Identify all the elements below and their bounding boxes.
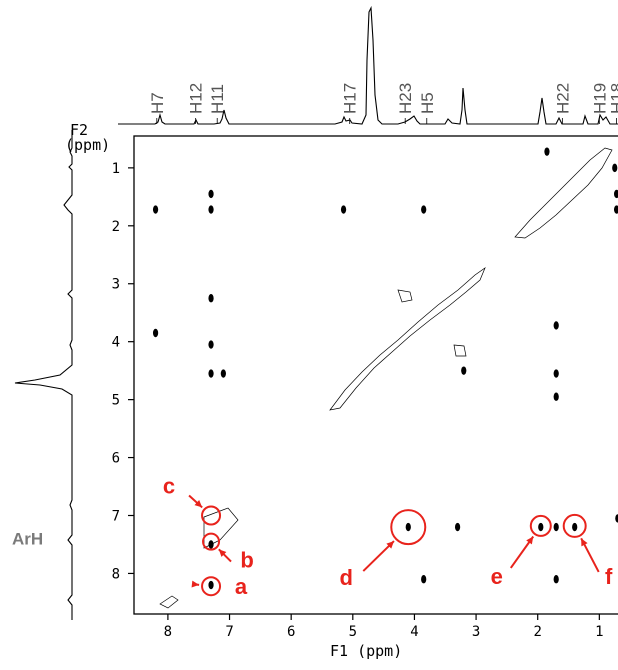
y-tick-label-7: 8 xyxy=(112,566,120,582)
cross-peak-16 xyxy=(538,522,544,532)
left-1d-spectrum: F2 (ppm) xyxy=(14,121,110,620)
annotation-label-b: b xyxy=(240,548,253,573)
x-axis-ticks: 8 7 6 5 4 3 2 1 xyxy=(164,614,604,640)
cross-peak-2 xyxy=(208,205,214,214)
proton-label-7: H19 xyxy=(590,83,609,114)
annotation-arrowhead-d xyxy=(386,541,394,549)
cross-peaks xyxy=(152,147,618,590)
cross-peak-24 xyxy=(461,366,467,375)
proton-label-6: H22 xyxy=(553,83,572,114)
cross-peak-17 xyxy=(553,522,559,532)
proton-label-3: H17 xyxy=(341,83,360,114)
annotation-circle-f xyxy=(562,513,587,538)
f1-axis-title: F1 (ppm) xyxy=(330,642,402,660)
cross-peak-23 xyxy=(614,189,618,199)
proton-label-0: H7 xyxy=(148,92,167,114)
y-tick-label-2: 3 xyxy=(112,277,120,293)
cross-peak-3 xyxy=(208,189,214,199)
x-tick-label-2: 6 xyxy=(287,624,295,640)
cross-peak-22 xyxy=(612,163,618,173)
proton-label-2: H11 xyxy=(208,84,227,114)
cross-peak-8 xyxy=(340,205,347,214)
diagonal-contour-2 xyxy=(329,267,486,411)
cross-peak-27 xyxy=(615,514,618,523)
cross-peak-14 xyxy=(553,369,559,378)
annotation-label-a: a xyxy=(235,574,248,599)
f2-axis-unit: (ppm) xyxy=(65,136,110,154)
proton-label-5: H5 xyxy=(418,92,437,114)
cross-peak-18 xyxy=(572,522,578,532)
top-spectrum-trace xyxy=(118,5,618,125)
proton-label-1: H12 xyxy=(187,83,206,114)
plot-frame xyxy=(133,135,618,615)
annotation-circle-b xyxy=(202,532,221,551)
x-tick-label-5: 3 xyxy=(472,624,480,640)
annotation-arrowhead-e xyxy=(526,536,534,545)
annotation-arrowhead-b xyxy=(218,549,227,557)
annotation-arrowhead-a xyxy=(191,580,200,588)
proton-label-8: H18 xyxy=(608,83,618,114)
arh-label: ArH xyxy=(12,530,43,549)
annotation-circle-a xyxy=(201,576,222,597)
y-tick-label-5: 6 xyxy=(112,451,120,467)
x-tick-label-0: 8 xyxy=(164,624,172,640)
left-spectrum-trace xyxy=(14,130,73,620)
cross-peak-26 xyxy=(208,580,214,590)
diagonal-contour-3 xyxy=(159,595,179,609)
y-tick-label-0: 1 xyxy=(112,161,120,177)
cross-peak-7 xyxy=(220,369,226,378)
y-tick-label-4: 5 xyxy=(112,393,120,409)
cross-peak-13 xyxy=(553,321,559,330)
y-tick-label-6: 7 xyxy=(112,509,120,525)
annotation-circle-c xyxy=(201,505,222,526)
cross-peak-12 xyxy=(454,522,461,532)
x-tick-label-4: 4 xyxy=(410,624,418,640)
annotation-label-c: c xyxy=(163,474,175,499)
x-tick-label-3: 5 xyxy=(349,624,357,640)
y-tick-label-1: 2 xyxy=(112,219,120,235)
annotation-arrowhead-c xyxy=(194,500,203,508)
y-tick-label-3: 4 xyxy=(112,335,120,351)
annotation-arrowhead-f xyxy=(581,538,588,547)
cross-peak-1 xyxy=(152,328,159,338)
diagonal-contour-1 xyxy=(514,147,613,239)
diagonal-contour-5 xyxy=(453,344,467,357)
annotation-circle-d xyxy=(390,509,427,546)
cross-peak-19 xyxy=(553,575,559,584)
f2-axis-title: F2 xyxy=(70,121,88,139)
cross-peak-21 xyxy=(614,205,618,214)
y-axis-ticks: 1 2 3 4 5 6 7 8 xyxy=(112,161,134,582)
annotation-label-e: e xyxy=(491,564,503,589)
cross-peak-6 xyxy=(208,369,214,378)
annotations: ab c d e f xyxy=(163,474,613,600)
x-tick-label-7: 1 xyxy=(595,624,603,640)
cross-peak-9 xyxy=(421,205,427,214)
x-tick-label-1: 7 xyxy=(225,624,233,640)
cross-peak-10 xyxy=(421,575,427,584)
cross-peak-25 xyxy=(208,540,214,549)
diagonal-contours xyxy=(159,147,613,609)
cross-peak-0 xyxy=(152,205,159,214)
cross-peak-20 xyxy=(544,147,550,156)
annotation-circle-e xyxy=(529,514,552,537)
cross-peak-11 xyxy=(405,522,411,532)
annotation-label-d: d xyxy=(340,565,353,590)
top-1d-spectrum xyxy=(118,5,618,125)
diagonal-contour-4 xyxy=(397,289,413,303)
cross-peak-5 xyxy=(208,340,214,349)
x-tick-label-6: 2 xyxy=(533,624,541,640)
cross-peak-4 xyxy=(208,294,214,303)
annotation-label-f: f xyxy=(605,564,613,589)
cross-peak-15 xyxy=(553,392,559,401)
proton-label-4: H23 xyxy=(396,83,415,114)
